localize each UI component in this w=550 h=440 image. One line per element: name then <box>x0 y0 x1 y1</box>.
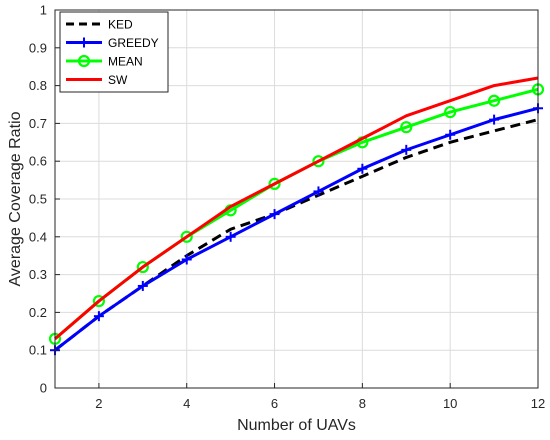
legend-label: GREEDY <box>108 36 159 50</box>
legend-item-ked: KED <box>66 18 133 32</box>
data-point-mean <box>312 155 325 168</box>
x-tick-label: 8 <box>359 396 366 411</box>
legend-item-sw: SW <box>66 73 128 87</box>
series-layer <box>48 76 545 356</box>
data-point-greedy <box>313 186 324 197</box>
tick-labels: 00.10.20.30.40.50.60.70.80.912 4 6 8 10 12 <box>29 3 545 412</box>
legend-marker <box>79 37 89 48</box>
y-tick-label: 0.9 <box>29 40 47 55</box>
legend-label: MEAN <box>108 55 143 69</box>
legend-item-mean: MEAN <box>66 55 143 69</box>
data-point-greedy <box>445 129 456 140</box>
data-point-mean <box>180 230 193 243</box>
legend-marker <box>77 54 91 68</box>
x-tick-label: 4 <box>183 396 190 411</box>
x-tick-label: 12 <box>531 396 545 411</box>
y-tick-label: 1 <box>40 3 47 18</box>
y-axis-label: Average Coverage Ratio <box>7 111 24 286</box>
legend: KED GREEDY MEAN SW <box>59 11 169 93</box>
y-tick-label: 0.8 <box>29 78 47 93</box>
y-tick-label: 0.6 <box>29 154 47 169</box>
data-point-greedy <box>225 231 236 242</box>
data-point-mean <box>444 105 457 119</box>
y-tick-label: 0 <box>40 381 47 396</box>
data-point-greedy <box>269 209 280 220</box>
data-point-greedy <box>137 280 148 291</box>
y-tick-label: 0.5 <box>29 192 47 207</box>
legend-item-greedy: GREEDY <box>66 36 159 50</box>
series-line-ked <box>54 118 539 352</box>
y-tick-label: 0.1 <box>29 343 47 358</box>
y-tick-label: 0.3 <box>29 267 47 282</box>
x-tick-label: 6 <box>271 396 278 411</box>
data-point-greedy <box>489 114 500 125</box>
series-line-sw <box>54 76 539 340</box>
x-axis-label: Number of UAVs <box>237 417 356 434</box>
x-tick-label: 2 <box>95 396 102 411</box>
data-point-mean <box>136 260 149 274</box>
data-point-greedy <box>93 311 104 322</box>
y-tick-label: 0.2 <box>29 305 47 320</box>
data-point-greedy <box>401 144 412 155</box>
data-point-greedy <box>181 254 192 265</box>
y-tick-label: 0.4 <box>29 229 47 244</box>
series-line-greedy <box>54 106 539 352</box>
series-line-mean <box>54 87 539 340</box>
x-tick-label: 10 <box>443 396 457 411</box>
series-ked <box>54 118 539 352</box>
data-point-greedy <box>357 163 368 174</box>
data-point-mean <box>400 121 413 134</box>
series-greedy <box>50 103 543 356</box>
legend-label: SW <box>108 73 128 87</box>
data-point-mean <box>92 294 106 308</box>
data-point-mean <box>268 177 281 190</box>
data-point-mean <box>487 94 501 107</box>
legend-label: KED <box>108 18 133 32</box>
series-sw <box>54 76 539 340</box>
y-tick-label: 0.7 <box>29 116 47 131</box>
